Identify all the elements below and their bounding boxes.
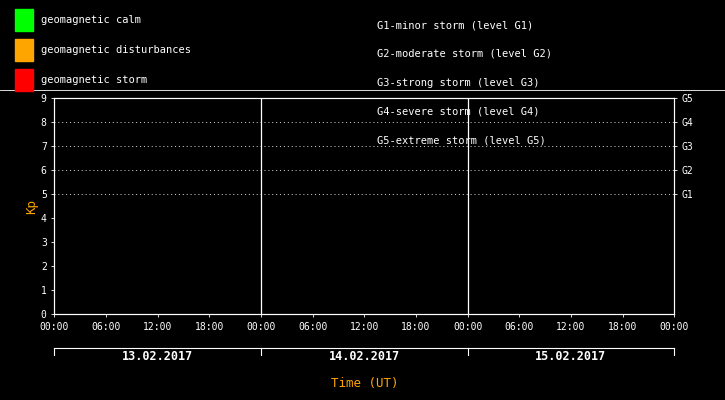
Text: G2-moderate storm (level G2): G2-moderate storm (level G2) [377, 49, 552, 59]
Text: G1-minor storm (level G1): G1-minor storm (level G1) [377, 20, 534, 30]
Text: G4-severe storm (level G4): G4-severe storm (level G4) [377, 106, 539, 116]
Text: Time (UT): Time (UT) [331, 377, 398, 390]
Text: G5-extreme storm (level G5): G5-extreme storm (level G5) [377, 135, 546, 145]
Y-axis label: Kp: Kp [25, 198, 38, 214]
Text: 15.02.2017: 15.02.2017 [535, 350, 607, 363]
Text: geomagnetic calm: geomagnetic calm [41, 15, 141, 25]
Text: G3-strong storm (level G3): G3-strong storm (level G3) [377, 78, 539, 88]
Text: geomagnetic disturbances: geomagnetic disturbances [41, 45, 191, 55]
Text: 14.02.2017: 14.02.2017 [328, 350, 400, 363]
Text: geomagnetic storm: geomagnetic storm [41, 75, 148, 85]
Text: 13.02.2017: 13.02.2017 [122, 350, 194, 363]
